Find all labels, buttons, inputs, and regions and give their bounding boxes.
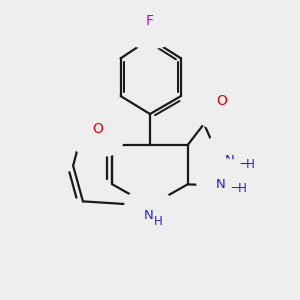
Text: ─H: ─H <box>231 182 247 195</box>
Text: ─H: ─H <box>239 158 255 171</box>
Text: O: O <box>92 122 103 136</box>
Text: N: N <box>144 209 153 222</box>
Text: O: O <box>216 94 227 108</box>
Text: N: N <box>216 178 226 191</box>
Text: H: H <box>154 215 163 228</box>
Text: N: N <box>224 154 234 167</box>
Text: F: F <box>146 14 154 28</box>
